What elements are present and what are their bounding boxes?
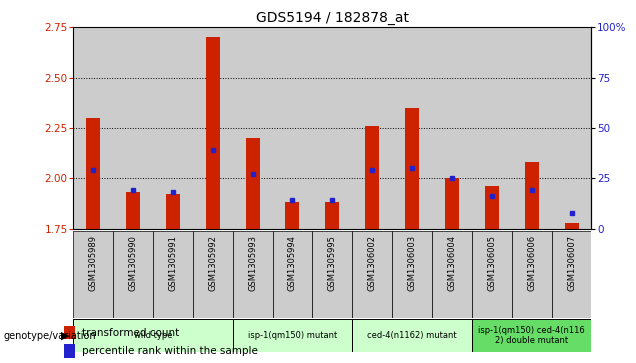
Bar xyxy=(392,231,432,318)
Bar xyxy=(485,186,499,229)
Bar xyxy=(272,231,312,318)
Text: transformed count: transformed count xyxy=(83,327,180,338)
Bar xyxy=(512,27,551,229)
Bar xyxy=(472,231,512,318)
Bar xyxy=(432,27,472,229)
Text: GSM1306002: GSM1306002 xyxy=(368,235,377,291)
Bar xyxy=(64,344,75,358)
Bar xyxy=(352,231,392,318)
Text: GSM1305992: GSM1305992 xyxy=(208,235,217,291)
Bar xyxy=(432,231,472,318)
Text: GSM1306007: GSM1306007 xyxy=(567,235,576,291)
Bar xyxy=(326,203,339,229)
Bar xyxy=(272,27,312,229)
Bar xyxy=(64,326,75,339)
Text: GSM1306006: GSM1306006 xyxy=(527,235,536,291)
Text: GSM1306004: GSM1306004 xyxy=(448,235,457,291)
Text: ▶: ▶ xyxy=(62,331,70,341)
Bar xyxy=(352,319,472,352)
Bar xyxy=(73,231,113,318)
Text: isp-1(qm150) ced-4(n116
2) double mutant: isp-1(qm150) ced-4(n116 2) double mutant xyxy=(478,326,585,346)
Text: GSM1305993: GSM1305993 xyxy=(248,235,257,291)
Text: genotype/variation: genotype/variation xyxy=(3,331,96,341)
Bar xyxy=(312,27,352,229)
Text: ced-4(n1162) mutant: ced-4(n1162) mutant xyxy=(367,331,457,340)
Bar xyxy=(153,27,193,229)
Bar xyxy=(565,223,579,229)
Bar xyxy=(193,231,233,318)
Bar xyxy=(86,118,100,229)
Bar xyxy=(245,138,259,229)
Bar xyxy=(73,27,113,229)
Bar xyxy=(166,195,180,229)
Bar xyxy=(445,178,459,229)
Bar xyxy=(153,231,193,318)
Bar xyxy=(126,192,140,229)
Bar xyxy=(392,27,432,229)
Bar xyxy=(73,319,233,352)
Text: GSM1305991: GSM1305991 xyxy=(169,235,177,291)
Bar xyxy=(551,231,591,318)
Title: GDS5194 / 182878_at: GDS5194 / 182878_at xyxy=(256,11,409,25)
Bar xyxy=(205,37,219,229)
Text: GSM1305995: GSM1305995 xyxy=(328,235,337,291)
Bar xyxy=(113,231,153,318)
Bar xyxy=(113,27,153,229)
Text: GSM1306003: GSM1306003 xyxy=(408,235,417,291)
Text: GSM1305990: GSM1305990 xyxy=(128,235,137,291)
Text: GSM1305994: GSM1305994 xyxy=(288,235,297,291)
Text: GSM1306005: GSM1306005 xyxy=(487,235,496,291)
Bar xyxy=(352,27,392,229)
Bar xyxy=(233,231,272,318)
Bar xyxy=(233,319,352,352)
Bar xyxy=(312,231,352,318)
Bar xyxy=(472,319,591,352)
Bar xyxy=(405,108,419,229)
Bar xyxy=(525,162,539,229)
Bar xyxy=(512,231,551,318)
Bar xyxy=(193,27,233,229)
Bar xyxy=(472,27,512,229)
Bar xyxy=(286,203,300,229)
Text: wild type: wild type xyxy=(134,331,172,340)
Bar xyxy=(233,27,272,229)
Text: percentile rank within the sample: percentile rank within the sample xyxy=(83,346,258,356)
Bar xyxy=(551,27,591,229)
Text: isp-1(qm150) mutant: isp-1(qm150) mutant xyxy=(248,331,337,340)
Bar xyxy=(365,126,379,229)
Text: GSM1305989: GSM1305989 xyxy=(88,235,97,291)
